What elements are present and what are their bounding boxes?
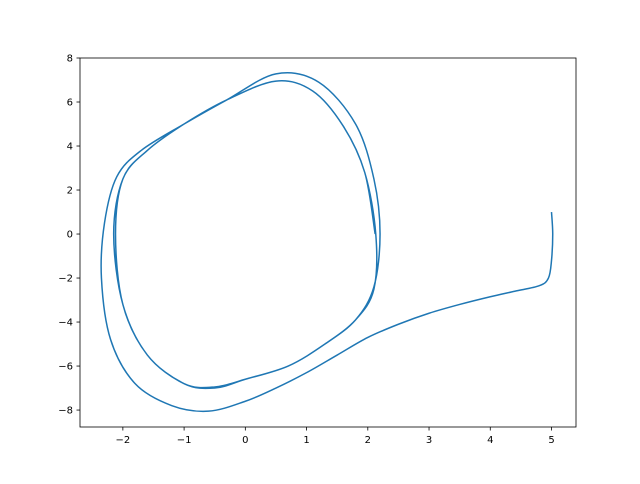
x-axis: −2 −1 0 1 2 3 4 5 <box>115 427 555 446</box>
x-tick-label: 1 <box>303 435 309 446</box>
y-tick-label: 0 <box>67 230 73 241</box>
axes-frame <box>79 57 577 428</box>
x-tick-label: −2 <box>115 435 130 446</box>
y-tick-label: −4 <box>58 318 73 329</box>
x-tick-label: 0 <box>242 435 248 446</box>
y-tick-label: −6 <box>58 362 73 373</box>
x-tick-label: −1 <box>177 435 192 446</box>
plot-area <box>100 71 554 413</box>
series-line <box>100 71 554 413</box>
y-axis: −8 −6 −4 −2 0 2 4 6 8 <box>58 54 80 417</box>
y-tick-label: 8 <box>67 54 73 65</box>
x-tick-label: 2 <box>365 435 371 446</box>
x-tick-label: 3 <box>426 435 432 446</box>
x-tick-label: 4 <box>487 435 493 446</box>
x-tick-label: 5 <box>548 435 554 446</box>
y-tick-label: −8 <box>58 406 73 417</box>
y-tick-label: −2 <box>58 274 73 285</box>
y-tick-label: 2 <box>67 186 73 197</box>
y-tick-label: 6 <box>67 98 73 109</box>
y-tick-label: 4 <box>67 142 73 153</box>
